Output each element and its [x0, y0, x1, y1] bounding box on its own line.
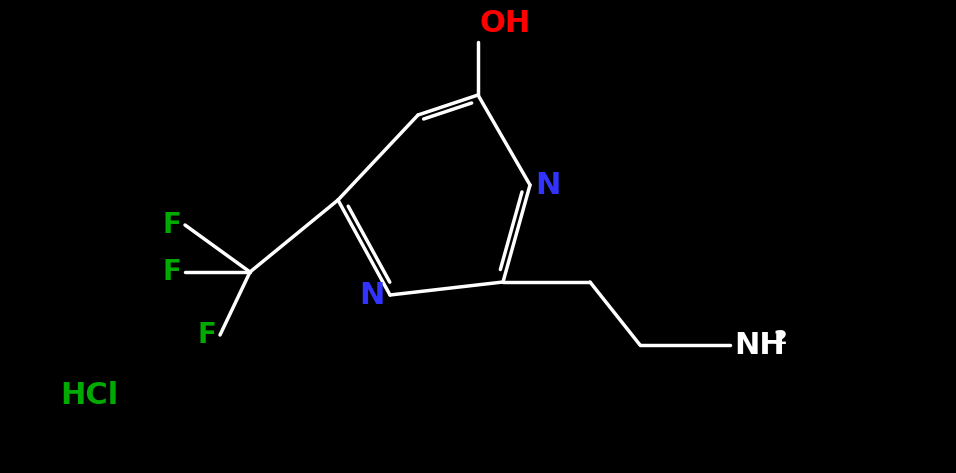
- Text: 2: 2: [774, 330, 788, 349]
- Text: HCl: HCl: [60, 380, 119, 410]
- Text: N: N: [535, 170, 560, 200]
- Text: NH: NH: [734, 331, 785, 359]
- Text: F: F: [163, 211, 181, 239]
- Text: F: F: [197, 321, 216, 349]
- Text: N: N: [359, 280, 385, 309]
- Text: OH: OH: [480, 9, 532, 38]
- Text: F: F: [163, 258, 181, 286]
